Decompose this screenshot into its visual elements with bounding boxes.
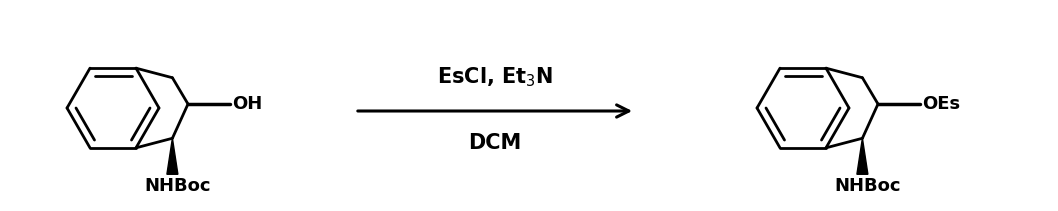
- Text: NHBoc: NHBoc: [834, 177, 900, 195]
- Text: DCM: DCM: [469, 133, 522, 153]
- Text: NHBoc: NHBoc: [144, 177, 211, 195]
- Polygon shape: [857, 138, 868, 174]
- Text: OEs: OEs: [922, 95, 960, 113]
- Polygon shape: [167, 138, 178, 174]
- Text: OH: OH: [232, 95, 262, 113]
- Text: EsCl, Et$_3$N: EsCl, Et$_3$N: [437, 65, 553, 89]
